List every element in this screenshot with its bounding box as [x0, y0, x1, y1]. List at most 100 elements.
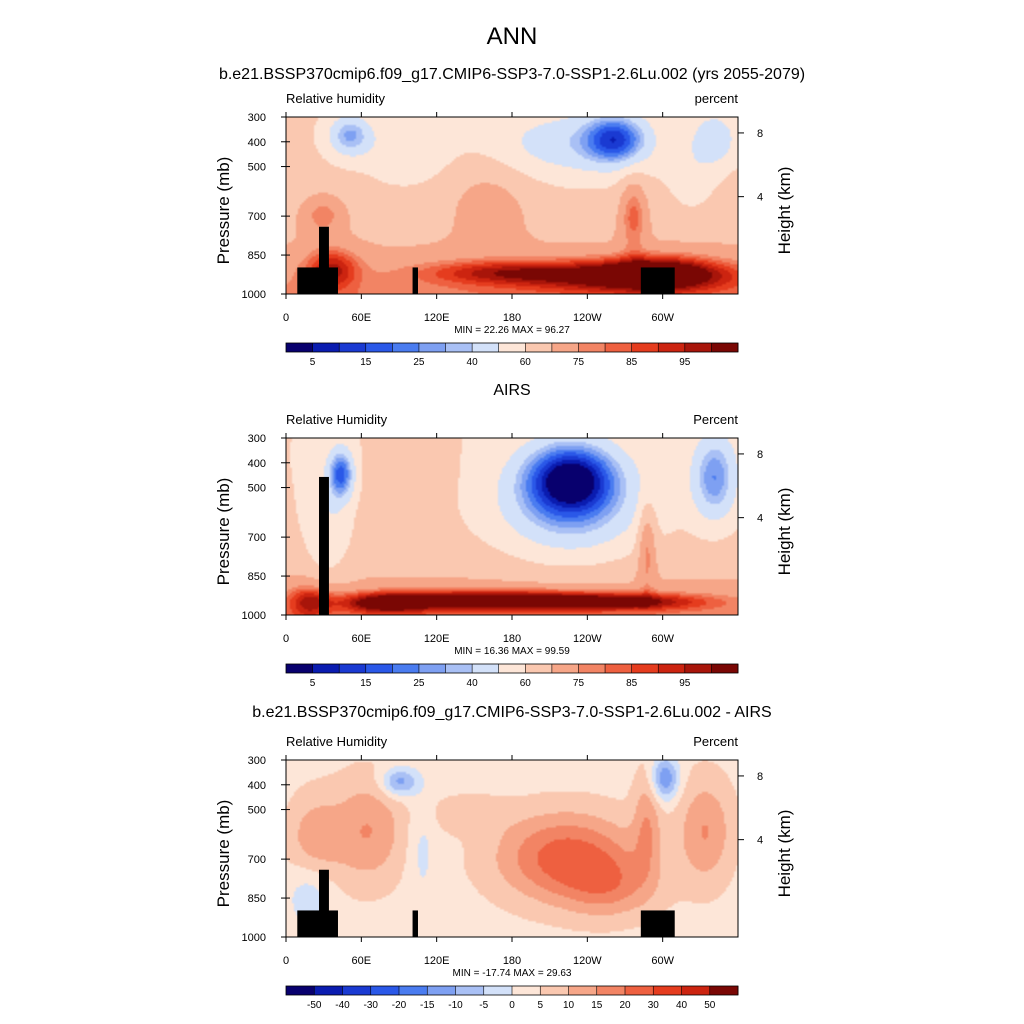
y-tick-label: 700	[248, 532, 266, 544]
colorbar-label: 95	[679, 357, 691, 368]
terrain-block	[318, 869, 329, 937]
colorbar-swatch	[551, 664, 579, 673]
terrain-block	[297, 910, 338, 937]
y-tick-label: 1000	[242, 932, 266, 944]
colorbar-label: 25	[413, 678, 425, 689]
colorbar-swatch	[399, 986, 428, 995]
colorbar-label: 5	[310, 357, 316, 368]
colorbar-label: 5	[310, 678, 316, 689]
colorbar-swatch	[286, 986, 315, 995]
right-tick-label: 4	[757, 835, 763, 847]
y-tick-label: 300	[248, 755, 266, 767]
panel-title: b.e21.BSSP370cmip6.f09_g17.CMIP6-SSP3-7.…	[252, 704, 771, 721]
colorbar-swatch	[286, 343, 314, 352]
y-tick-label: 400	[248, 780, 266, 792]
right-tick-label: 4	[757, 513, 763, 525]
x-tick-label: 120E	[424, 633, 450, 645]
min-max-stats: MIN = 16.36 MAX = 99.59	[454, 646, 570, 657]
colorbar-swatch	[711, 343, 739, 352]
x-tick-label: 60E	[352, 955, 372, 967]
panel-variable-label: Relative Humidity	[286, 734, 388, 749]
colorbar-swatch	[365, 343, 393, 352]
colorbar-swatch	[631, 664, 659, 673]
colorbar-swatch	[711, 664, 739, 673]
colorbar-label: 75	[573, 357, 585, 368]
colorbar-swatch	[525, 664, 553, 673]
colorbar-swatch	[286, 664, 314, 673]
x-tick-label: 120E	[424, 312, 450, 324]
colorbar-swatch	[498, 664, 526, 673]
colorbar-swatch	[455, 986, 485, 995]
min-max-stats: MIN = -17.74 MAX = 29.63	[453, 968, 572, 979]
y-tick-label: 850	[248, 250, 266, 262]
colorbar-label: 20	[619, 1000, 631, 1011]
colorbar-swatch	[525, 343, 553, 352]
colorbar-label: 30	[648, 1000, 660, 1011]
colorbar-swatch	[418, 343, 447, 352]
figure-subtitle: b.e21.BSSP370cmip6.f09_g17.CMIP6-SSP3-7.…	[219, 66, 805, 83]
colorbar-label: -5	[479, 1000, 488, 1011]
panels: Relative humidity percent3004005007008501…	[214, 91, 794, 1011]
y-axis-label: Pressure (mb)	[214, 157, 233, 265]
x-tick-label: 120W	[573, 955, 602, 967]
colorbar-label: 60	[520, 357, 532, 368]
x-tick-label: 0	[283, 955, 289, 967]
panel-3: b.e21.BSSP370cmip6.f09_g17.CMIP6-SSP3-7.…	[214, 704, 794, 1011]
colorbar-swatch	[684, 343, 712, 352]
colorbar-swatch	[312, 343, 340, 352]
colorbar-swatch	[605, 343, 633, 352]
colorbar-label: 10	[563, 1000, 575, 1011]
colorbar-label: -15	[420, 1000, 435, 1011]
terrain-block	[318, 226, 329, 294]
colorbar-swatch	[625, 986, 654, 995]
colorbar-label: -10	[448, 1000, 463, 1011]
colorbar-label: 15	[360, 357, 372, 368]
colorbar-label: 5	[537, 1000, 543, 1011]
colorbar-swatch	[568, 986, 598, 995]
colorbar-swatch	[392, 664, 420, 673]
colorbar-swatch	[472, 664, 500, 673]
x-tick-label: 0	[283, 312, 289, 324]
colorbar-swatch	[631, 343, 659, 352]
right-axis-label: Height (km)	[775, 810, 794, 898]
colorbar-swatch	[658, 664, 686, 673]
colorbar-label: 85	[626, 357, 638, 368]
y-tick-label: 500	[248, 162, 266, 174]
colorbar-label: 0	[509, 1000, 515, 1011]
panel-units-label: Percent	[693, 412, 738, 427]
colorbar-swatch	[578, 664, 606, 673]
y-tick-label: 850	[248, 893, 266, 905]
y-tick-label: 700	[248, 211, 266, 223]
colorbar-label: 25	[413, 357, 425, 368]
x-tick-label: 180	[503, 312, 521, 324]
y-tick-label: 850	[248, 571, 266, 583]
x-tick-label: 120W	[573, 312, 602, 324]
y-tick-label: 300	[248, 112, 266, 124]
colorbar-label: 50	[704, 1000, 716, 1011]
colorbar-swatch	[551, 343, 579, 352]
x-tick-label: 180	[503, 955, 521, 967]
y-axis-label: Pressure (mb)	[214, 478, 233, 586]
right-tick-label: 8	[757, 128, 763, 140]
right-axis-label: Height (km)	[775, 488, 794, 576]
right-tick-label: 8	[757, 771, 763, 783]
y-tick-label: 300	[248, 433, 266, 445]
colorbar-label: -40	[335, 1000, 350, 1011]
colorbar-swatch	[578, 343, 606, 352]
colorbar-swatch	[392, 343, 420, 352]
x-tick-label: 60E	[352, 633, 372, 645]
terrain-block	[640, 267, 675, 294]
right-axis-label: Height (km)	[775, 167, 794, 255]
colorbar-label: 15	[591, 1000, 603, 1011]
panel-variable-label: Relative humidity	[286, 91, 385, 106]
terrain-mask	[297, 226, 675, 294]
x-tick-label: 120E	[424, 955, 450, 967]
colorbar-label: -30	[364, 1000, 379, 1011]
colorbar-swatch	[339, 664, 367, 673]
colorbar-swatch	[512, 986, 541, 995]
colorbar-swatch	[709, 986, 739, 995]
colorbar-label: -20	[392, 1000, 407, 1011]
right-tick-label: 4	[757, 192, 763, 204]
colorbar-label: 95	[679, 678, 691, 689]
